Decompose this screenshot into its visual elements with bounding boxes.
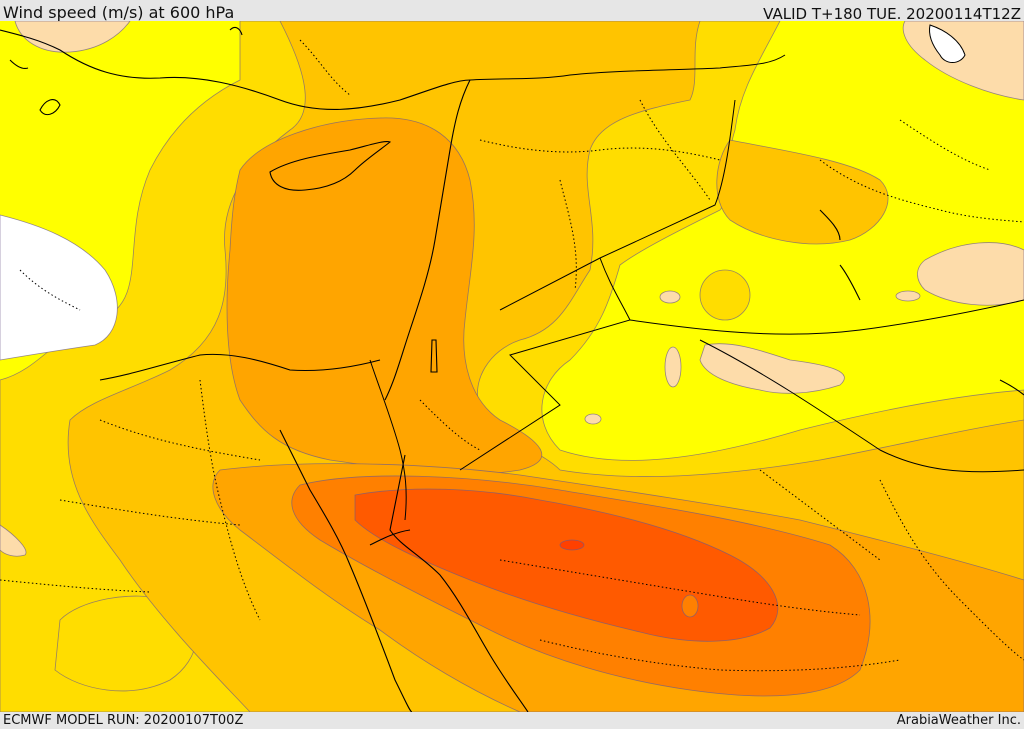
- lake-top-right: [929, 24, 966, 63]
- map-footer: ECMWF MODEL RUN: 20200107T00Z ArabiaWeat…: [0, 712, 1024, 729]
- band-light-right: [917, 242, 1024, 306]
- band-light-mid: [699, 343, 845, 394]
- credit-label: ArabiaWeather Inc.: [896, 713, 1021, 728]
- band-light-spot-2: [664, 346, 682, 388]
- band-light-spot-4: [895, 290, 921, 302]
- band-light-bottomleft: [0, 524, 27, 557]
- band-amber-spot: [699, 269, 751, 321]
- borders-dotted: [0, 39, 1024, 672]
- borders-solid: [369, 54, 1024, 521]
- band-orange: [226, 117, 543, 475]
- band-orange-islet: [681, 594, 699, 618]
- band-light-spot-3: [584, 413, 602, 425]
- coastlines: [0, 26, 1024, 712]
- band-amber-right: [716, 139, 889, 245]
- band-red-spot: [559, 539, 585, 551]
- valid-time-label: VALID T+180 TUE. 20200114T12Z: [763, 5, 1021, 23]
- band-white: [0, 214, 118, 361]
- map-title: Wind speed (m/s) at 600 hPa: [3, 3, 235, 22]
- band-light-topleft: [14, 21, 131, 53]
- wind-speed-map: [0, 21, 1024, 712]
- map-header: Wind speed (m/s) at 600 hPa VALID T+180 …: [0, 0, 1024, 23]
- band-red-orange: [354, 488, 779, 642]
- map-canvas: [0, 21, 1024, 712]
- model-run-label: ECMWF MODEL RUN: 20200107T00Z: [3, 713, 244, 728]
- band-light-spot-1: [659, 290, 681, 304]
